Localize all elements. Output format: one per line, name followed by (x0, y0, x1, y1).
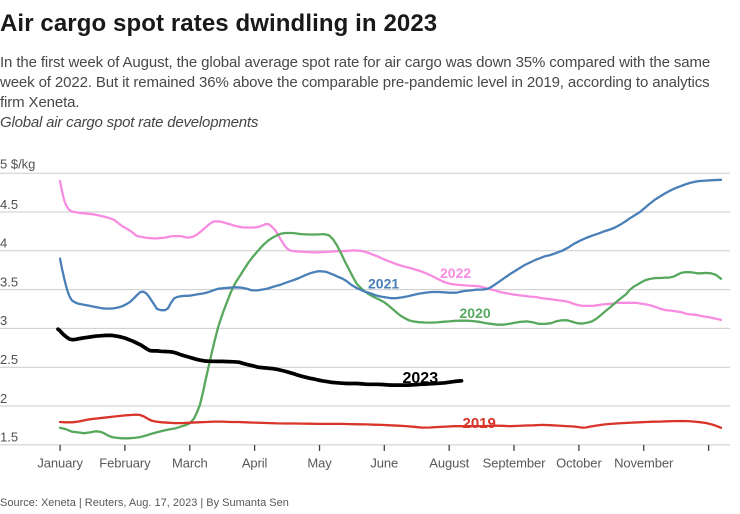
svg-text:April: April (242, 456, 268, 471)
svg-text:5 $/kg: 5 $/kg (0, 157, 35, 172)
svg-text:February: February (99, 456, 151, 471)
svg-text:4: 4 (0, 236, 7, 251)
svg-text:March: March (172, 456, 208, 471)
svg-text:September: September (483, 456, 546, 471)
svg-text:2: 2 (0, 391, 7, 406)
svg-text:2023: 2023 (403, 370, 439, 387)
svg-text:2020: 2020 (460, 305, 491, 321)
svg-text:3: 3 (0, 313, 7, 328)
svg-text:3.5: 3.5 (0, 274, 18, 289)
svg-text:August: August (429, 456, 469, 471)
svg-text:January: January (37, 456, 83, 471)
svg-text:2.5: 2.5 (0, 352, 18, 367)
svg-text:October: October (556, 456, 602, 471)
svg-text:2021: 2021 (368, 276, 399, 292)
svg-text:June: June (370, 456, 398, 471)
svg-text:May: May (307, 456, 332, 471)
svg-text:4.5: 4.5 (0, 197, 18, 212)
svg-text:2019: 2019 (463, 415, 496, 432)
svg-text:November: November (614, 456, 674, 471)
svg-text:1.5: 1.5 (0, 430, 18, 445)
svg-text:2022: 2022 (440, 265, 471, 281)
